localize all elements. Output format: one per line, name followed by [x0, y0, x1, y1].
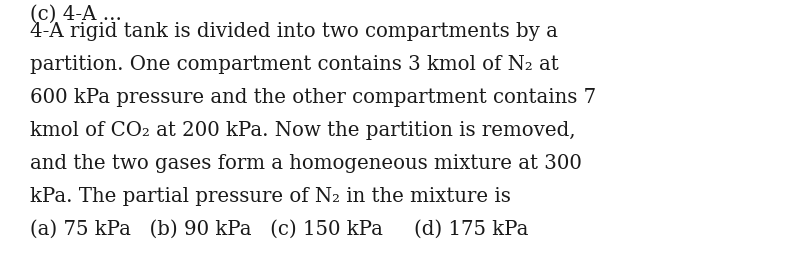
- Text: 600 kPa pressure and the other compartment contains 7: 600 kPa pressure and the other compartme…: [30, 88, 596, 107]
- Text: partition. One compartment contains 3 kmol of N₂ at: partition. One compartment contains 3 km…: [30, 55, 558, 74]
- Text: and the two gases form a homogeneous mixture at 300: and the two gases form a homogeneous mix…: [30, 154, 582, 173]
- Text: kmol of CO₂ at 200 kPa. Now the partition is removed,: kmol of CO₂ at 200 kPa. Now the partitio…: [30, 121, 576, 140]
- Text: 4-A rigid tank is divided into two compartments by a: 4-A rigid tank is divided into two compa…: [30, 22, 558, 41]
- Text: kPa. The partial pressure of N₂ in the mixture is: kPa. The partial pressure of N₂ in the m…: [30, 187, 511, 206]
- Text: (c) 4-A ...: (c) 4-A ...: [30, 5, 122, 24]
- Text: (a) 75 kPa   (b) 90 kPa   (c) 150 kPa     (d) 175 kPa: (a) 75 kPa (b) 90 kPa (c) 150 kPa (d) 17…: [30, 220, 528, 239]
